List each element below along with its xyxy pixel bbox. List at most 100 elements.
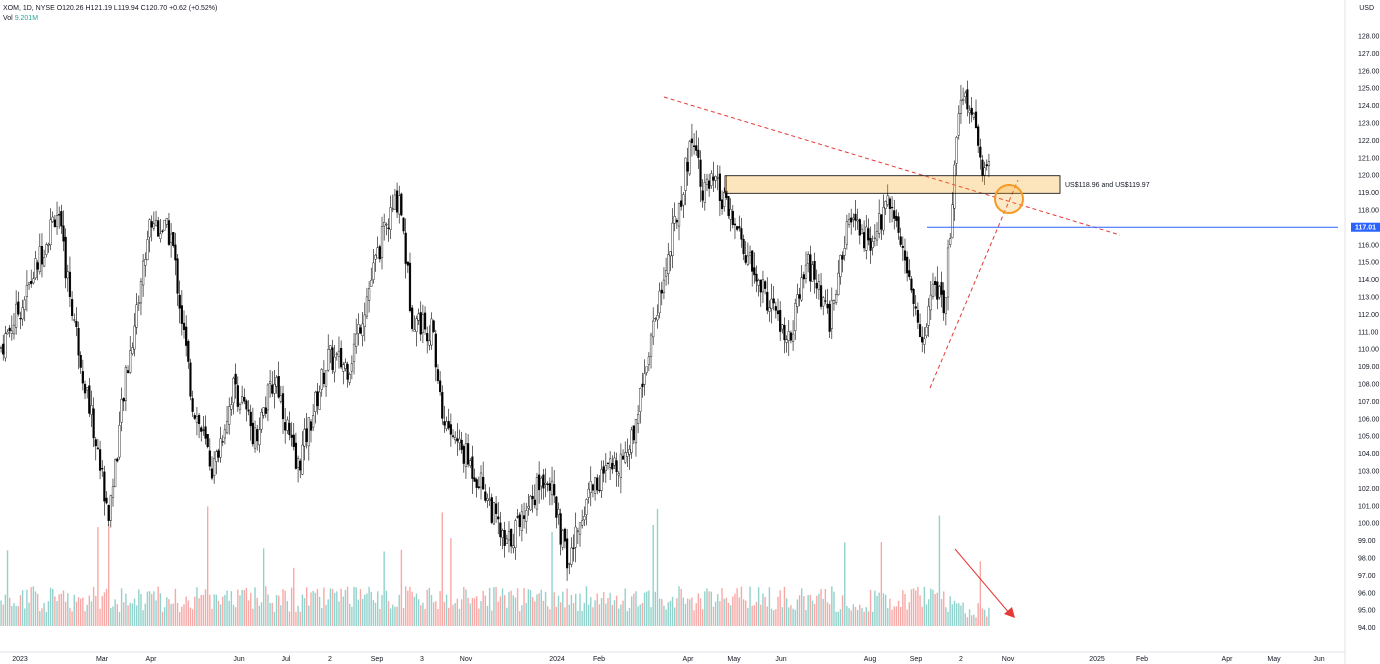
volume-bar bbox=[932, 589, 934, 626]
candle-body bbox=[964, 92, 967, 97]
candle-body bbox=[320, 369, 323, 390]
candle-body bbox=[731, 210, 734, 225]
highlight-circle[interactable] bbox=[994, 184, 1024, 214]
volume-bar bbox=[859, 604, 861, 626]
volume-bar bbox=[370, 591, 372, 626]
volume-bar bbox=[908, 602, 910, 626]
candle-body bbox=[178, 294, 181, 309]
candle-body bbox=[658, 290, 661, 314]
time-axis[interactable]: 2023 Mar Apr Jun Jul 2 Sep 3 Nov 2024 Feb Apr May Jun… bbox=[0, 651, 1345, 663]
open-value: O120.26 bbox=[56, 5, 84, 12]
volume-bar bbox=[977, 603, 979, 626]
candle-body bbox=[0, 347, 3, 349]
volume-bar bbox=[813, 603, 816, 626]
candle-body bbox=[284, 422, 287, 431]
volume-bar bbox=[411, 591, 413, 626]
candle-body bbox=[443, 421, 446, 426]
candle-body bbox=[406, 261, 409, 266]
volume-bar bbox=[82, 597, 84, 626]
volume-bar bbox=[519, 611, 521, 626]
volume-bar bbox=[701, 609, 704, 626]
ascending-trendline[interactable] bbox=[929, 179, 1019, 389]
volume-bar bbox=[717, 594, 719, 626]
price-tick-label: 120.00 bbox=[1358, 173, 1380, 180]
volume-bar bbox=[465, 589, 467, 626]
volume-bar bbox=[613, 600, 616, 626]
candle-body bbox=[667, 254, 670, 275]
volume-bar bbox=[445, 594, 448, 626]
volume-bar bbox=[499, 596, 502, 626]
candle-body bbox=[540, 477, 543, 487]
volume-bar bbox=[971, 615, 973, 626]
candle-body bbox=[174, 244, 177, 261]
candle-body bbox=[979, 146, 982, 158]
candle-body bbox=[966, 89, 969, 110]
volume-bar bbox=[960, 605, 962, 626]
volume-bar bbox=[542, 600, 545, 626]
candle-body bbox=[972, 113, 975, 118]
candle-body bbox=[637, 414, 640, 424]
currency-label[interactable]: USD bbox=[1359, 5, 1374, 12]
support-zone[interactable] bbox=[724, 175, 1061, 194]
volume-bar bbox=[605, 603, 607, 626]
candle-body bbox=[204, 426, 207, 439]
candle-body bbox=[559, 513, 562, 545]
candle-body bbox=[809, 254, 812, 282]
candle-body bbox=[740, 228, 743, 240]
candle-body bbox=[555, 496, 558, 518]
volume-bar bbox=[6, 550, 9, 626]
candle-body bbox=[146, 239, 149, 261]
volume-bar bbox=[314, 592, 316, 626]
volume-bar bbox=[590, 597, 592, 626]
candle-body bbox=[600, 469, 603, 491]
candle-body bbox=[987, 161, 991, 167]
candle-body bbox=[742, 239, 745, 255]
volume-bar bbox=[807, 595, 809, 626]
candle-body bbox=[434, 333, 437, 368]
candle-body bbox=[871, 241, 874, 249]
time-tick-label: Sep bbox=[910, 656, 923, 663]
price-axis[interactable]: 94.00 95.00 96.00 97.00 98.00 99.00 100.00 101.… bbox=[1344, 0, 1380, 664]
candle-body bbox=[824, 300, 827, 302]
candle-body bbox=[473, 477, 476, 482]
candle-body bbox=[585, 499, 588, 515]
candle-body bbox=[137, 302, 140, 304]
symbol-label[interactable]: XOM, 1D, NYSE bbox=[3, 5, 55, 12]
volume-bar bbox=[21, 590, 24, 626]
volume-bar bbox=[570, 595, 573, 626]
candle-body bbox=[114, 459, 117, 488]
volume-bar bbox=[153, 591, 155, 626]
candle-body bbox=[682, 194, 685, 206]
candle-body bbox=[101, 468, 104, 470]
candle-body bbox=[411, 307, 414, 329]
candle-body bbox=[19, 317, 22, 320]
candle-body bbox=[49, 219, 52, 246]
volume-down-arrow-head bbox=[1004, 607, 1015, 618]
volume-bar bbox=[379, 608, 381, 626]
volume-bar bbox=[521, 605, 523, 626]
volume-label[interactable]: Vol bbox=[3, 15, 13, 22]
candle-body bbox=[946, 247, 950, 298]
candle-body bbox=[974, 111, 978, 128]
candle-body bbox=[733, 223, 737, 226]
volume-bar bbox=[286, 600, 289, 626]
candle-body bbox=[542, 474, 545, 489]
volume-bar bbox=[884, 594, 887, 626]
volume-bar bbox=[525, 603, 527, 626]
candle-body bbox=[331, 347, 334, 370]
volume-bar bbox=[583, 602, 586, 626]
volume-bar bbox=[26, 589, 28, 626]
volume-bar bbox=[454, 603, 456, 626]
candle-body bbox=[213, 458, 216, 476]
candle-body bbox=[66, 271, 69, 279]
candle-body bbox=[873, 237, 876, 239]
candle-body bbox=[751, 250, 754, 272]
candle-body bbox=[832, 300, 836, 304]
price-tick-label: 124.00 bbox=[1358, 103, 1380, 110]
volume-bar bbox=[921, 606, 923, 626]
descending-trendline[interactable] bbox=[663, 96, 1121, 236]
volume-bar bbox=[874, 590, 876, 626]
volume-bar bbox=[209, 594, 211, 626]
candle-body bbox=[813, 261, 816, 280]
